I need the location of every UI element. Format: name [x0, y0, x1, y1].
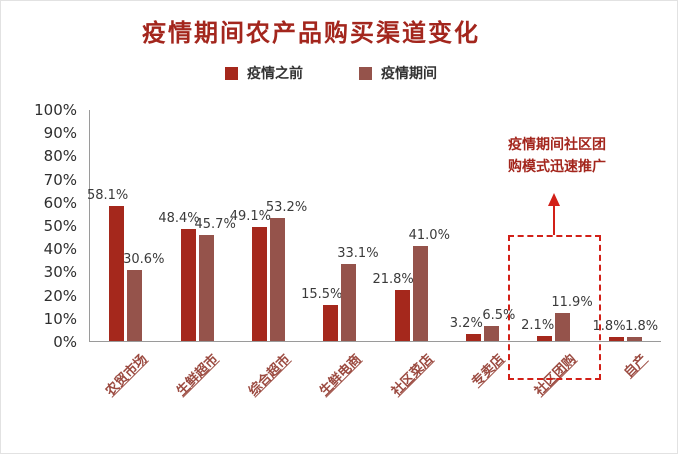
y-tick-label: 40% — [43, 240, 77, 259]
x-category-label-text: 社区菜店 — [388, 351, 437, 400]
bar-value-label: 45.7% — [194, 216, 236, 232]
y-tick-label: 50% — [43, 217, 77, 235]
bar-group: 58.1% 30.6% — [87, 110, 164, 341]
highlight-box — [508, 235, 601, 380]
bar-value-label: 58.1% — [86, 188, 129, 204]
chart-title: 疫情期间农产品购买渠道变化 — [142, 18, 480, 47]
y-tick-label: 80% — [43, 147, 77, 166]
x-category-label-text: 生鲜超市 — [174, 351, 222, 400]
x-category-label-text: 生鲜电商 — [317, 351, 365, 400]
y-tick-label: 10% — [43, 309, 77, 328]
x-category-label-text: 自产 — [621, 351, 651, 381]
bar-疫情期间-专卖店: 6.5% — [482, 308, 515, 341]
bar-疫情之前-专卖店: 3.2% — [450, 316, 483, 341]
legend-item: 疫情期间 — [359, 63, 437, 83]
bar-疫情之前-农贸市场: 58.1% — [87, 188, 128, 341]
y-tick-label: 70% — [43, 170, 77, 189]
bar-value-label: 1.8% — [625, 318, 659, 334]
annotation-line-2: 购模式迅速推广 — [508, 158, 606, 175]
y-tick-label: 60% — [43, 193, 77, 212]
y-axis: 0% 10% 20% 30% 40% 50% 60% 70% 80% 90% 100% — [1, 101, 83, 351]
bar-group: 21.8% 41.0% — [372, 110, 450, 341]
bar-疫情之前-生鲜电商: 15.5% — [301, 287, 342, 341]
legend-label: 疫情期间 — [381, 66, 437, 82]
bar-group: 48.4% 45.7% — [158, 110, 236, 341]
bar-疫情之前-自产: 1.8% — [593, 319, 626, 341]
bar-value-label: 30.6% — [123, 252, 165, 268]
bar-疫情之前-社区团购: 2.1% — [521, 318, 554, 341]
legend: 疫情之前 疫情期间 — [1, 63, 661, 83]
bar-value-label: 2.1% — [521, 318, 555, 334]
bar-疫情期间-农贸市场: 30.6% — [123, 252, 164, 341]
bar-value-label: 3.2% — [449, 315, 483, 331]
y-tick-label: 30% — [43, 263, 77, 282]
legend-item: 疫情之前 — [225, 63, 303, 83]
x-category-label-text: 农贸市场 — [102, 351, 151, 400]
bar-疫情之前-生鲜超市: 48.4% — [158, 211, 200, 341]
legend-label: 疫情之前 — [247, 66, 303, 82]
bar-疫情期间-综合超市: 53.2% — [266, 200, 307, 341]
bar-疫情期间-社区团购: 11.9% — [551, 295, 593, 341]
y-tick-label: 20% — [43, 286, 77, 305]
bar-疫情之前-综合超市: 49.1% — [230, 209, 271, 341]
arrow-up-icon — [548, 193, 560, 235]
y-tick-label: 0% — [53, 333, 77, 351]
bar-value-label: 15.5% — [301, 287, 343, 303]
plot-area: 58.1% 30.6% 48.4% 45.7% 49.1% 53.2% 15.5% 33.1%… — [87, 110, 661, 342]
bar-group: 3.2% 6.5% — [447, 110, 518, 341]
x-category-label-text: 专卖店 — [469, 351, 508, 391]
annotation-text: 疫情期间社区团 购模式迅速推广 — [508, 135, 640, 178]
bar-group: 15.5% 33.1% — [301, 110, 379, 341]
bar-value-label: 6.5% — [482, 307, 516, 323]
bar-group: 2.1% 11.9% — [518, 110, 593, 341]
y-tick-label: 100% — [34, 101, 77, 119]
x-category-label-text: 综合超市 — [245, 351, 294, 400]
legend-swatch-icon — [225, 66, 238, 80]
bar-疫情之前-社区菜店: 21.8% — [372, 272, 414, 341]
bar-value-label: 48.4% — [158, 210, 200, 226]
bar-疫情期间-社区菜店: 41.0% — [409, 228, 450, 341]
bar-疫情期间-生鲜超市: 45.7% — [194, 217, 236, 341]
legend-swatch-icon — [359, 66, 372, 80]
bar-value-label: 21.8% — [372, 272, 414, 288]
y-tick-label: 90% — [43, 124, 77, 143]
annotation-line-1: 疫情期间社区团 — [508, 137, 606, 153]
bar-value-label: 53.2% — [265, 199, 308, 215]
bar-疫情期间-生鲜电商: 33.1% — [337, 246, 379, 341]
bar-group: 49.1% 53.2% — [230, 110, 307, 341]
bar-疫情期间-自产: 1.8% — [625, 319, 658, 341]
bar-value-label: 11.9% — [551, 295, 593, 311]
bar-value-label: 41.0% — [408, 227, 450, 243]
bar-value-label: 49.1% — [229, 209, 272, 225]
bar-value-label: 33.1% — [337, 246, 379, 262]
